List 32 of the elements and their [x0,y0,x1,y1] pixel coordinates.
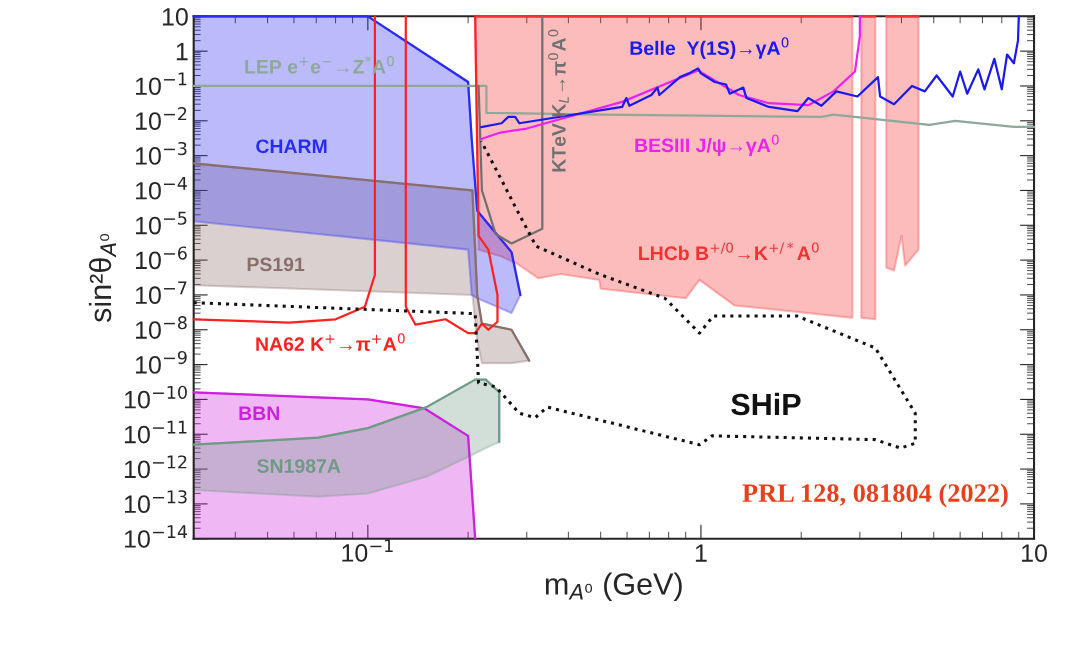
y-tick-label: 10$^{−3}$ [135,141,187,165]
x-tick-label: 10$^{−1}$ [342,539,393,562]
y-tick-label: 10$^{−11}$ [124,420,187,444]
y-tick-label: 1 [176,43,188,61]
y-tick-label: 10$^{−12}$ [124,455,187,479]
y-tick-label: 10$^{−1}$ [135,72,187,96]
annotation: PRL 128, 081804 (2022) [742,483,1008,508]
y-tick-label: 10$^{−5}$ [135,211,187,235]
text: PS191 [247,257,305,272]
series-label: Belle Υ(1S)→γA$^{0}$ [630,37,789,59]
text: LHCb B$^{+/0}$→K$^{+/*}$A$^{0}$ [639,242,819,261]
y-tick-label: 10$^{−7}$ [135,281,187,305]
x-tick-label: 1 [695,544,707,562]
y-axis-title: sin²θ$_{A⁰}$ [88,233,117,323]
series-label: SHiP [731,392,801,416]
y-tick-label: 10$^{−9}$ [135,350,187,374]
text: CHARM [256,139,327,154]
series-label: BESIII J/ψ→γA$^{0}$ [635,134,779,157]
text: KTeV K$_{L}$→π$^{0}$A$^{0}$ [548,29,569,172]
y-tick-label: 10 [162,7,188,26]
series-label: SN1987A [257,459,341,473]
y-tick-label: 10$^{−13}$ [124,490,187,514]
x-tick-label: 10 [1022,544,1047,562]
y-tick-label: 10$^{−14}$ [124,525,188,548]
y-tick-label: 10$^{−4}$ [135,177,187,200]
y-tick-label: 10$^{−2}$ [135,107,187,130]
y-tick-label: 10$^{−6}$ [135,246,187,270]
x-axis-title: m$_{A⁰}$ (GeV) [545,572,682,601]
series-label: NA62 K$^{+}$→π$^{+}$A$^{0}$ [256,333,405,352]
y-tick-label: 10$^{−8}$ [135,316,187,339]
series-label: BBN [239,406,279,420]
y-tick-label: 10$^{−10}$ [124,385,187,409]
